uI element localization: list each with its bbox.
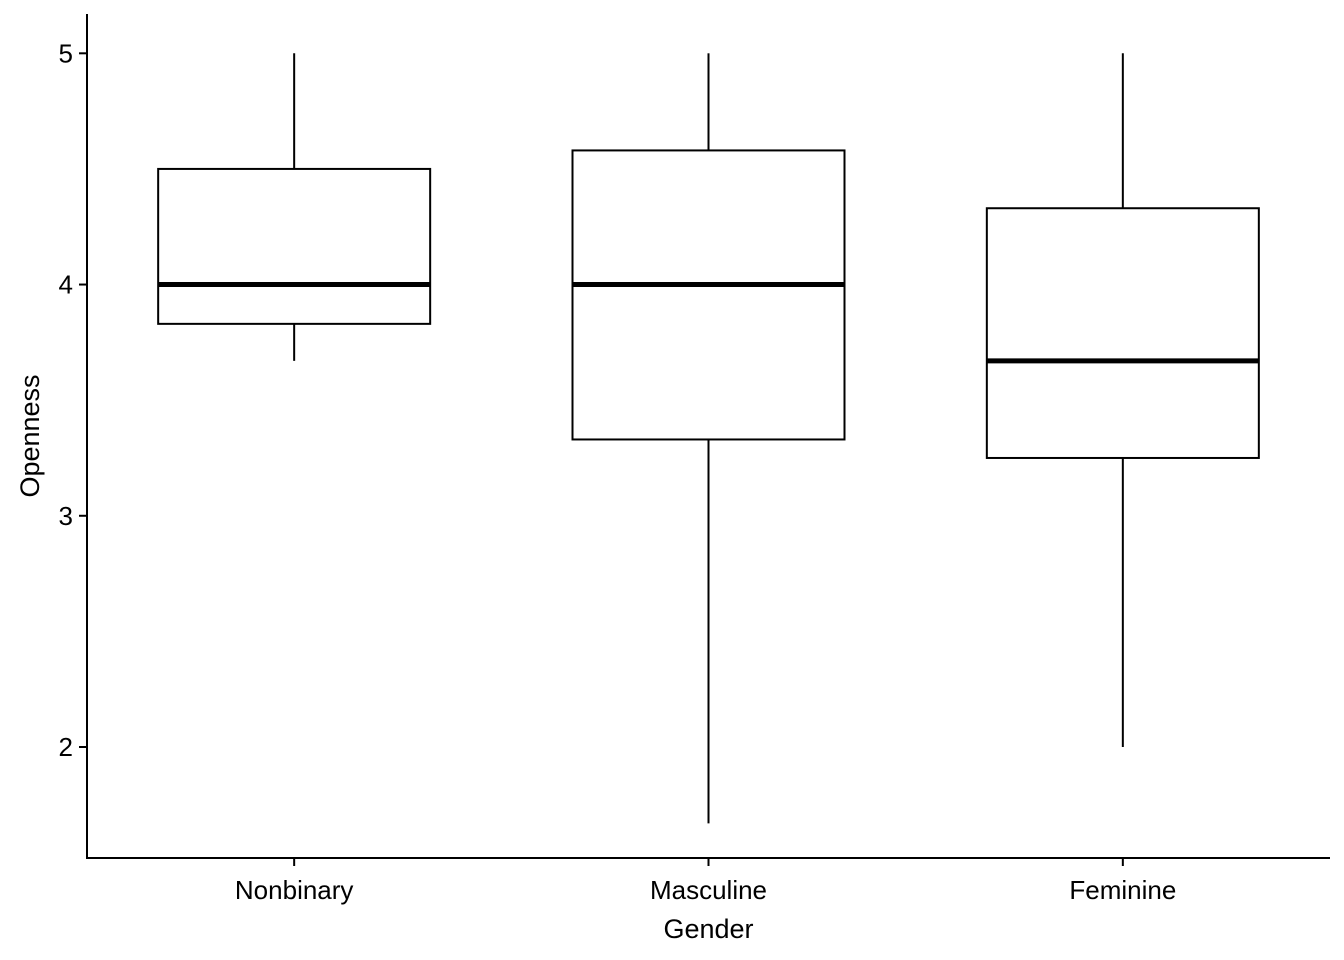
iqr-box [985,207,1260,459]
y-axis-title: Openness [15,374,45,497]
box-feminine [985,53,1260,748]
iqr-box [571,149,846,441]
x-tick-label: Masculine [650,875,767,905]
x-axis-ticks: Nonbinary Masculine Feminine [235,858,1176,905]
box-nonbinary [157,53,432,361]
plot-area [157,53,1260,824]
y-axis-ticks: 2 3 4 5 [59,38,87,762]
y-tick-label: 2 [59,732,73,762]
y-tick-label: 3 [59,501,73,531]
x-axis-title: Gender [663,914,753,944]
x-tick-label: Nonbinary [235,875,354,905]
box-masculine [571,53,846,824]
y-tick-label: 4 [59,270,73,300]
iqr-box [157,167,432,325]
y-tick-label: 5 [59,38,73,68]
x-tick-label: Feminine [1069,875,1176,905]
